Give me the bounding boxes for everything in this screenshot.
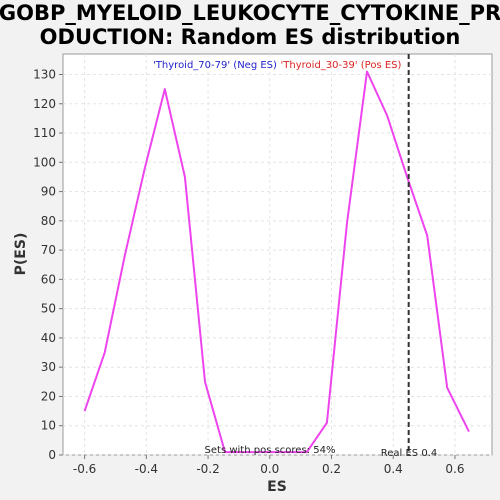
x-tick-label: 0.2: [322, 462, 341, 476]
y-tick-label: 130: [33, 67, 56, 81]
y-tick-label: 70: [41, 243, 56, 257]
axis-ticks: 0 10 20 30 40 50 60 70 80 90 100 110 120 130 -0.6 -0.4 -…: [33, 67, 464, 476]
y-tick-label: 110: [33, 126, 56, 140]
x-tick-label: 0.6: [445, 462, 464, 476]
plot-area: [62, 53, 493, 456]
x-axis-label: ES: [267, 479, 287, 495]
x-tick-label: -0.2: [196, 462, 219, 476]
y-tick-label: 30: [41, 360, 56, 374]
es-distribution-line: [83, 70, 470, 454]
y-axis-label: P(ES): [13, 233, 29, 276]
legend-neg-es: 'Thyroid_70-79' (Neg ES): [153, 60, 277, 71]
x-tick-label: 0.0: [260, 462, 279, 476]
pos-score-annotation: Sets with pos scores: 54%: [205, 445, 336, 456]
series-layer: [83, 70, 470, 454]
chart-title-line-1: GOBP_MYELOID_LEUKOCYTE_CYTOKINE_PR: [0, 1, 500, 25]
y-tick-label: 40: [41, 331, 56, 345]
x-tick-label: 0.4: [384, 462, 403, 476]
x-tick-label: -0.4: [135, 462, 158, 476]
legend-pos-es: 'Thyroid_30-39' (Pos ES): [281, 60, 402, 71]
y-tick-label: 90: [41, 185, 56, 199]
real-es-label: Real ES 0.4: [381, 448, 437, 459]
y-tick-label: 0: [48, 448, 56, 462]
y-tick-label: 80: [41, 214, 56, 228]
y-tick-label: 50: [41, 302, 56, 316]
chart-title-line-2: ODUCTION: Random ES distribution: [40, 25, 461, 49]
y-tick-label: 100: [33, 155, 56, 169]
x-tick-label: -0.6: [73, 462, 96, 476]
grid-lines: [63, 54, 492, 456]
y-tick-label: 10: [41, 419, 56, 433]
y-tick-label: 20: [41, 389, 56, 403]
y-tick-label: 120: [33, 97, 56, 111]
y-tick-label: 60: [41, 272, 56, 286]
